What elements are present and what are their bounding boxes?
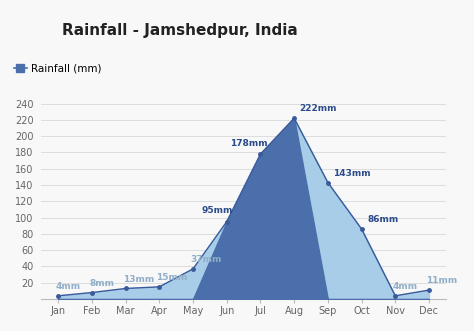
- Text: 86mm: 86mm: [367, 215, 398, 224]
- Text: 4mm: 4mm: [392, 282, 418, 291]
- Text: 222mm: 222mm: [300, 104, 337, 113]
- Text: 8mm: 8mm: [89, 279, 114, 288]
- Legend: Rainfall (mm): Rainfall (mm): [14, 64, 101, 74]
- Text: 15mm: 15mm: [156, 273, 188, 282]
- Text: 37mm: 37mm: [190, 255, 221, 264]
- Text: 95mm: 95mm: [202, 206, 233, 215]
- Text: Rainfall - Jamshedpur, India: Rainfall - Jamshedpur, India: [62, 23, 297, 38]
- Text: 13mm: 13mm: [123, 274, 154, 284]
- Text: 178mm: 178mm: [230, 139, 267, 148]
- Text: 143mm: 143mm: [333, 168, 371, 178]
- Text: 11mm: 11mm: [426, 276, 457, 285]
- Text: 4mm: 4mm: [55, 282, 81, 291]
